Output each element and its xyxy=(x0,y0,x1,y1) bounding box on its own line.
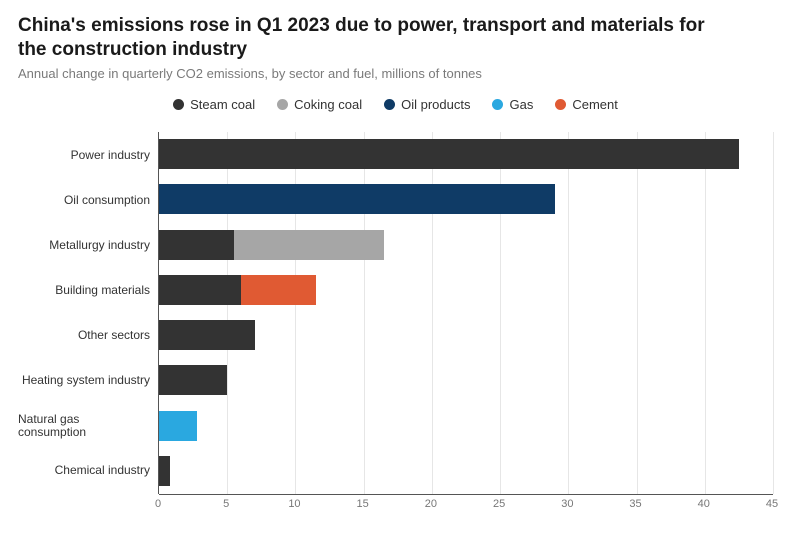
bar-segment-steam_coal xyxy=(159,139,739,169)
category-label: Natural gas consumption xyxy=(18,404,158,449)
chart-subtitle: Annual change in quarterly CO2 emissions… xyxy=(18,66,773,81)
legend-item-coking_coal: Coking coal xyxy=(277,97,362,112)
bar-stack xyxy=(159,230,384,260)
bar-row xyxy=(159,358,773,403)
bar-row xyxy=(159,403,773,448)
bar-row xyxy=(159,313,773,358)
legend-swatch xyxy=(555,99,566,110)
bars-container xyxy=(159,132,773,494)
chart-area: Power industryOil consumptionMetallurgy … xyxy=(18,132,773,494)
bar-row xyxy=(159,222,773,267)
bar-row xyxy=(159,448,773,493)
x-tick-label: 40 xyxy=(698,498,710,510)
bar-segment-steam_coal xyxy=(159,365,227,395)
x-tick-label: 10 xyxy=(288,498,300,510)
bar-row xyxy=(159,132,773,177)
bar-segment-gas xyxy=(159,411,197,441)
legend-label: Oil products xyxy=(401,97,470,112)
legend: Steam coal Coking coal Oil products Gas Ceme… xyxy=(18,97,773,112)
x-tick-label: 5 xyxy=(223,498,229,510)
x-tick-label: 20 xyxy=(425,498,437,510)
legend-label: Steam coal xyxy=(190,97,255,112)
chart-title: China's emissions rose in Q1 2023 due to… xyxy=(18,14,738,62)
bar-stack xyxy=(159,456,170,486)
bar-segment-steam_coal xyxy=(159,275,241,305)
x-axis-ticks: 051015202530354045 xyxy=(158,494,773,520)
bar-segment-steam_coal xyxy=(159,320,255,350)
category-label: Power industry xyxy=(18,134,158,179)
bar-segment-oil_products xyxy=(159,184,555,214)
legend-item-oil_products: Oil products xyxy=(384,97,470,112)
legend-label: Gas xyxy=(509,97,533,112)
bar-segment-cement xyxy=(241,275,316,305)
bar-stack xyxy=(159,365,227,395)
bar-stack xyxy=(159,411,197,441)
bar-stack xyxy=(159,184,555,214)
bar-row xyxy=(159,267,773,312)
category-label: Chemical industry xyxy=(18,449,158,494)
x-tick-label: 45 xyxy=(766,498,778,510)
legend-swatch xyxy=(173,99,184,110)
category-label: Other sectors xyxy=(18,314,158,359)
bar-row xyxy=(159,177,773,222)
bar-segment-steam_coal xyxy=(159,456,170,486)
legend-label: Cement xyxy=(572,97,618,112)
bar-stack xyxy=(159,275,316,305)
legend-item-steam_coal: Steam coal xyxy=(173,97,255,112)
gridline xyxy=(773,132,774,494)
x-tick-label: 15 xyxy=(357,498,369,510)
plot-region xyxy=(158,132,773,494)
legend-swatch xyxy=(384,99,395,110)
legend-swatch xyxy=(277,99,288,110)
legend-item-cement: Cement xyxy=(555,97,618,112)
x-tick-label: 25 xyxy=(493,498,505,510)
x-tick-label: 0 xyxy=(155,498,161,510)
legend-item-gas: Gas xyxy=(492,97,533,112)
category-label: Heating system industry xyxy=(18,359,158,404)
bar-segment-coking_coal xyxy=(234,230,384,260)
legend-label: Coking coal xyxy=(294,97,362,112)
category-label: Metallurgy industry xyxy=(18,224,158,269)
bar-segment-steam_coal xyxy=(159,230,234,260)
category-label: Building materials xyxy=(18,269,158,314)
legend-swatch xyxy=(492,99,503,110)
bar-stack xyxy=(159,139,739,169)
category-label: Oil consumption xyxy=(18,179,158,224)
category-labels: Power industryOil consumptionMetallurgy … xyxy=(18,132,158,494)
x-tick-label: 30 xyxy=(561,498,573,510)
x-tick-label: 35 xyxy=(629,498,641,510)
bar-stack xyxy=(159,320,255,350)
